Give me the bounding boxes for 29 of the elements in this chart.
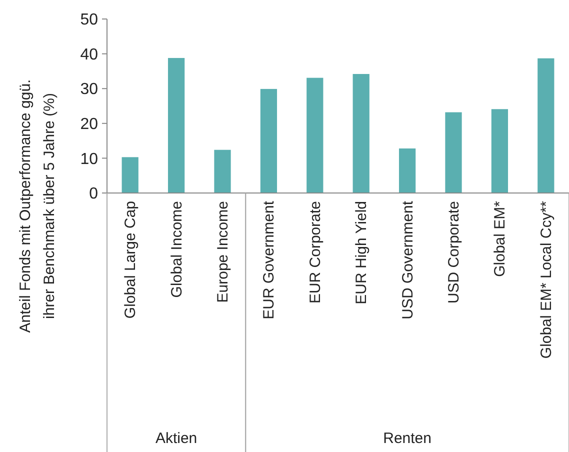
bar [445, 112, 462, 193]
x-tick-label: USD Government [399, 200, 416, 320]
y-tick-label: 20 [80, 116, 98, 133]
y-tick-label: 10 [80, 150, 98, 168]
bar [306, 78, 324, 193]
x-tick-label: Global Large Cap [122, 201, 140, 319]
x-tick-label: EUR High Yield [353, 201, 370, 304]
y-tick-label: 30 [80, 81, 98, 98]
y-tick-label: 50 [80, 12, 98, 29]
x-tick-label: Global EM* Local Ccy** [538, 200, 555, 359]
x-tick-label: Europe Income [214, 201, 232, 303]
bar [168, 58, 185, 193]
bar [260, 88, 278, 193]
y-tick-label: 0 [89, 186, 98, 203]
x-tick-label: Global EM* [492, 200, 509, 277]
bar [538, 58, 554, 193]
text: Aktien [155, 430, 198, 447]
text: Renten [383, 430, 432, 447]
x-tick-label: Global Income [168, 201, 186, 298]
bar [352, 74, 370, 193]
bar [491, 109, 508, 193]
y-axis-title: Anteil Fonds mit Outperformance ggü. ihrer Benchmark über 5 Jahre (%) [17, 79, 58, 333]
x-tick-label: EUR Government [260, 200, 278, 320]
bar [122, 157, 138, 193]
y-tick-label: 40 [80, 46, 98, 64]
x-tick-label: USD Corporate [446, 201, 462, 304]
bar [398, 148, 416, 193]
x-tick-label: EUR Corporate [306, 201, 324, 304]
bar [214, 150, 231, 193]
